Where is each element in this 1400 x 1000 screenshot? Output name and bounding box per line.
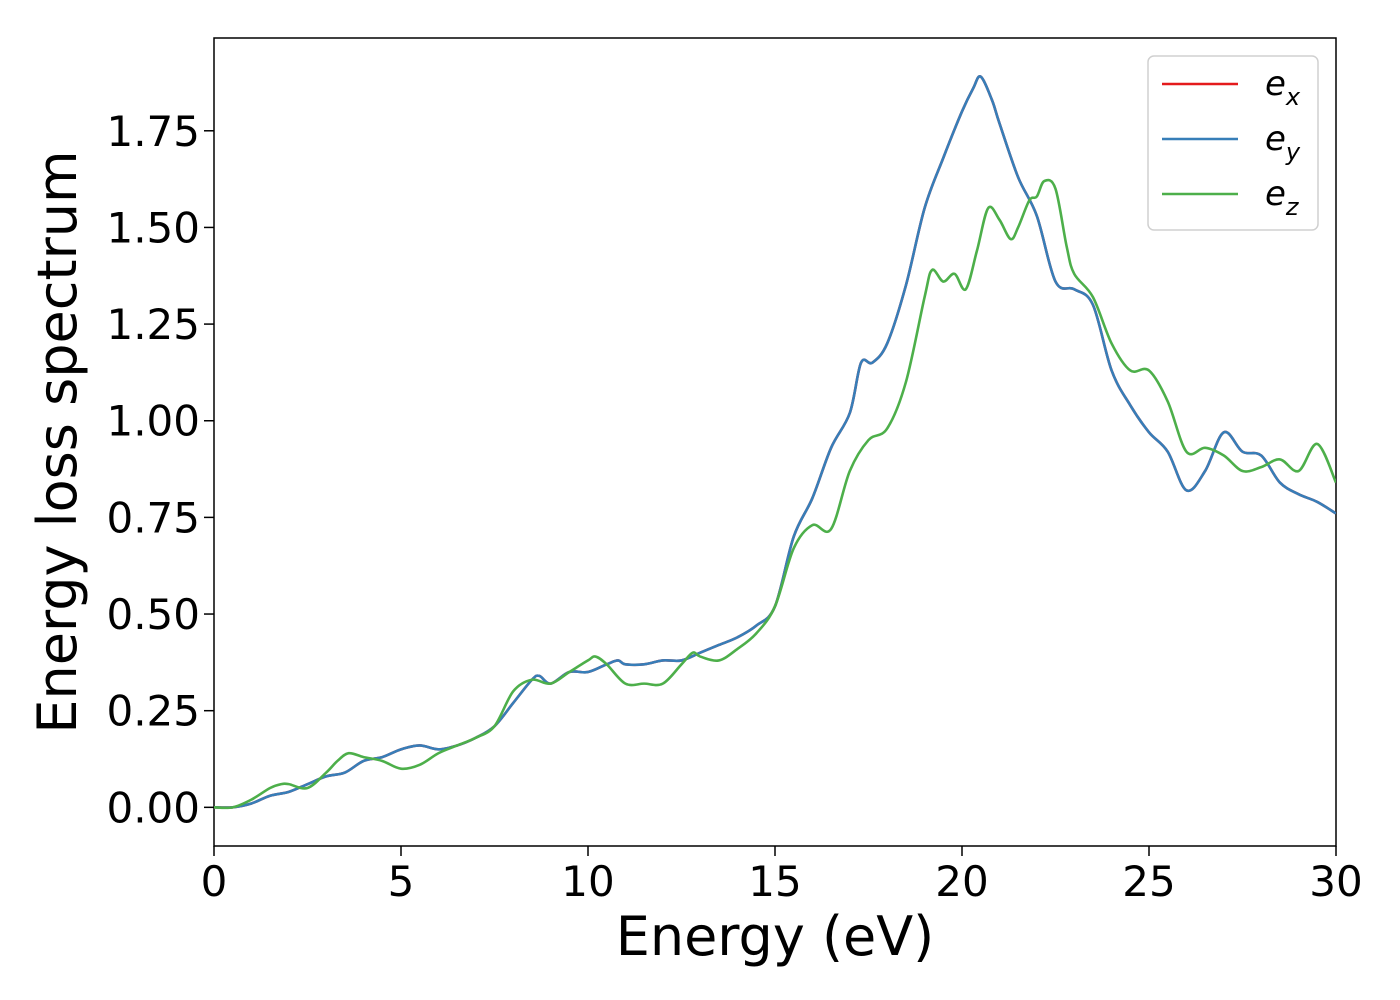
y-tick-label: 0.50 <box>106 590 200 639</box>
x-tick-label: 25 <box>1122 857 1175 906</box>
x-tick-label: 0 <box>201 857 228 906</box>
y-axis-ticks: 0.00 0.25 0.50 0.75 1.00 1.25 1.50 1.75 <box>106 107 214 832</box>
series-layer <box>214 75 1336 810</box>
x-tick-label: 10 <box>561 857 614 906</box>
x-tick-label: 30 <box>1309 857 1362 906</box>
y-tick-label: 1.50 <box>106 203 200 252</box>
legend-box <box>1147 55 1319 231</box>
legend-label-base: e <box>1265 174 1286 214</box>
y-tick-label: 1.00 <box>106 397 200 446</box>
legend-label-y: ey <box>1265 119 1301 166</box>
legend-label-subscript: y <box>1285 138 1301 166</box>
y-tick-label: 1.75 <box>106 107 200 156</box>
y-tick-label: 0.25 <box>106 687 200 736</box>
x-tick-label: 15 <box>748 857 801 906</box>
legend-label-base: e <box>1265 119 1286 159</box>
series-line-e-y <box>214 75 1336 809</box>
legend-label-x: ex <box>1265 64 1301 111</box>
legend-label-z: ez <box>1265 174 1300 221</box>
x-tick-label: 20 <box>935 857 988 906</box>
y-tick-label: 0.00 <box>106 783 200 832</box>
y-tick-label: 0.75 <box>106 493 200 542</box>
y-tick-label: 1.25 <box>106 300 200 349</box>
y-axis-label: Energy loss spectrum <box>26 150 89 733</box>
x-tick-label: 5 <box>388 857 415 906</box>
legend-label-base: e <box>1265 64 1286 104</box>
legend-label-subscript: x <box>1285 83 1301 111</box>
x-axis-label: Energy (eV) <box>616 905 935 968</box>
x-axis-ticks: 0 5 10 15 20 25 30 <box>201 846 1363 906</box>
legend-label-subscript: z <box>1285 193 1300 221</box>
series-line-e-z <box>214 178 1336 810</box>
